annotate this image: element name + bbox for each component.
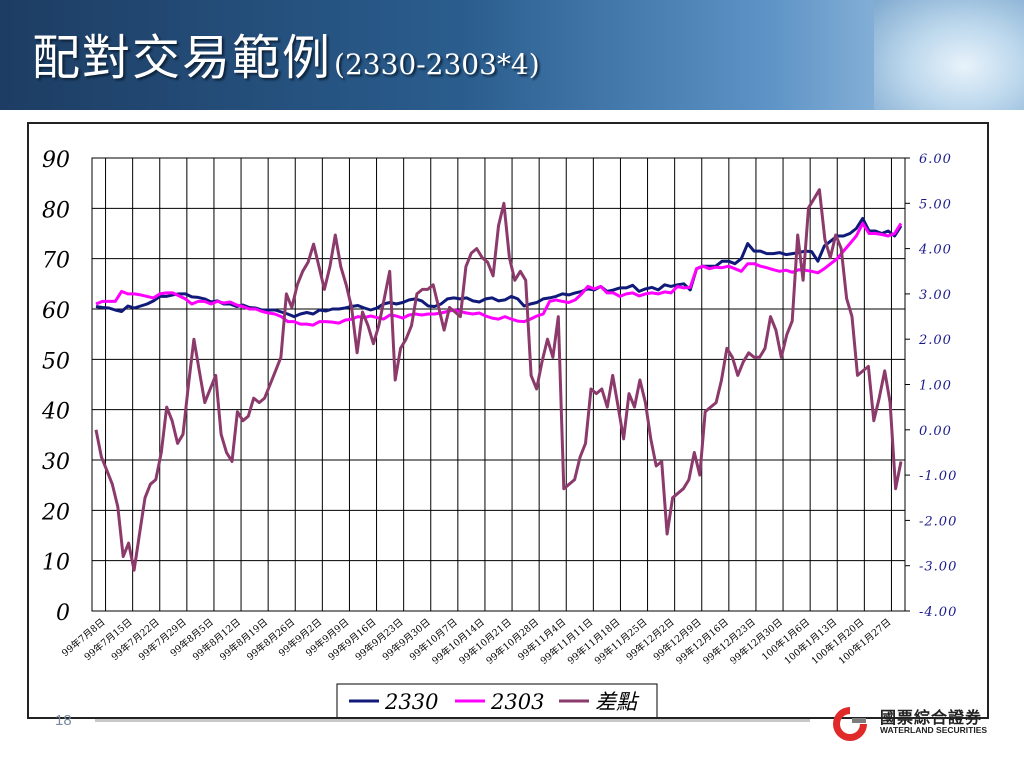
chart-grid [91,157,906,612]
slide-title: 配對交易範例(2330-2303*4) [32,18,540,88]
right-tick-label: -2.00 [919,514,957,529]
left-tick-label: 40 [41,400,70,425]
legend-label: 2330 [384,690,438,714]
logo-english-name: WATERLAND SECURITIES [880,725,988,735]
pair-trading-chart: 0 10 20 30 40 50 60 70 80 90 -4.00 -3.00 -2.00 -1.00… [41,148,957,719]
right-tick-label: 5.00 [919,197,952,212]
title-banner: 配對交易範例(2330-2303*4) [0,0,1024,110]
left-tick-label: 20 [41,500,70,525]
legend-label: 差點 [595,690,640,714]
footer-divider [95,719,810,722]
chart-container: 0 10 20 30 40 50 60 70 80 90 -4.00 -3.00 -2.00 -1.00… [27,122,989,719]
company-logo: 國票綜合證券 WATERLAND SECURITIES [830,704,1020,744]
right-axis: -4.00 -3.00 -2.00 -1.00 0.00 1.00 2.00 3.00 4.00… [905,152,957,620]
left-tick-label: 70 [42,249,70,274]
x-axis: 99年7月8日99年7月15日99年7月22日99年7月29日99年8月5日99… [59,616,893,667]
left-tick-label: 90 [42,148,70,173]
right-tick-label: 6.00 [919,152,952,167]
left-axis: 0 10 20 30 40 50 60 70 80 90 [41,148,70,626]
legend-label: 2303 [490,690,544,714]
logo-chinese-name: 國票綜合證券 [880,708,983,727]
left-tick-label: 80 [42,198,70,223]
series-line-2303 [95,221,903,327]
right-tick-label: 1.00 [919,379,952,394]
right-tick-label: -1.00 [919,469,957,484]
left-tick-label: 0 [56,601,70,626]
right-tick-label: -4.00 [919,605,957,620]
banner-decoration [874,0,1024,110]
series-lines [94,188,903,572]
right-tick-label: 3.00 [919,288,952,303]
series-line-2330 [95,216,903,319]
right-tick-label: 4.00 [918,243,952,258]
series-line-差點 [94,188,903,572]
left-tick-label: 10 [42,551,70,576]
title-subtitle: (2330-2303*4) [334,48,540,81]
right-tick-label: -3.00 [919,560,957,575]
legend: 2330 2303 差點 [336,683,658,719]
title-main: 配對交易範例 [32,30,333,86]
logo-mark-icon [833,707,867,741]
left-tick-label: 50 [42,349,70,374]
page-number: 18 [55,712,72,729]
left-tick-label: 30 [42,450,70,475]
right-tick-label: 2.00 [918,333,952,348]
right-tick-label: 0.00 [919,424,952,439]
left-tick-label: 60 [42,299,70,324]
